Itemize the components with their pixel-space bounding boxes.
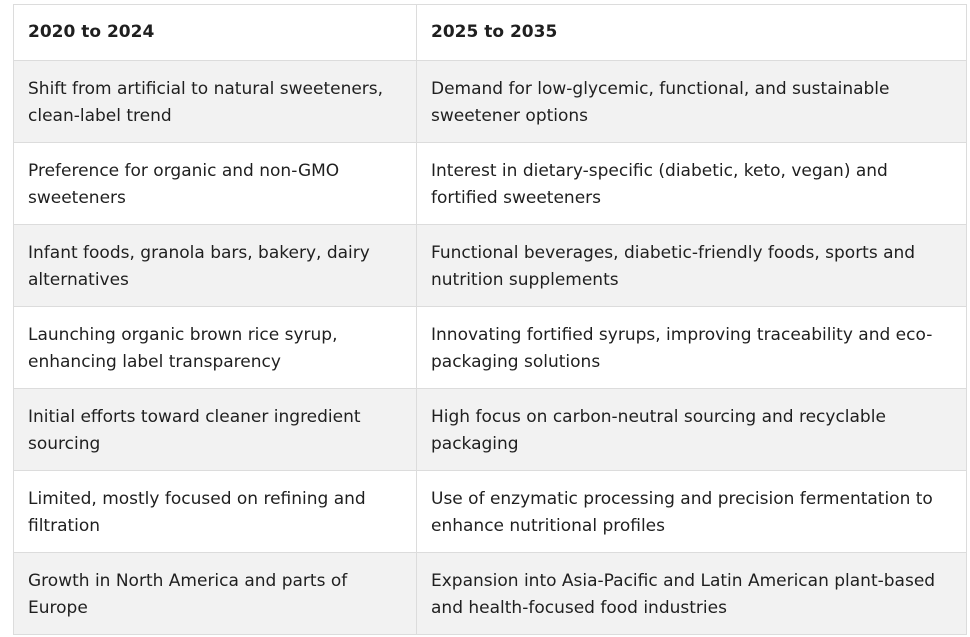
table-cell: Preference for organic and non-GMO sweet… (13, 142, 417, 225)
table-header-row: 2020 to 2024 2025 to 2035 (13, 4, 967, 61)
table-cell: Launching organic brown rice syrup, enha… (13, 306, 417, 389)
table-row: Infant foods, granola bars, bakery, dair… (13, 224, 967, 307)
header-period-2025-2035: 2025 to 2035 (416, 4, 967, 61)
header-period-2020-2024: 2020 to 2024 (13, 4, 417, 61)
comparison-table: 2020 to 2024 2025 to 2035 Shift from art… (13, 4, 967, 635)
table-cell: Innovating fortified syrups, improving t… (416, 306, 967, 389)
table-cell: Expansion into Asia-Pacific and Latin Am… (416, 552, 967, 635)
table-cell: Demand for low-glycemic, functional, and… (416, 60, 967, 143)
table-cell: Limited, mostly focused on refining and … (13, 470, 417, 553)
table-cell: Infant foods, granola bars, bakery, dair… (13, 224, 417, 307)
table-row: Initial efforts toward cleaner ingredien… (13, 388, 967, 471)
table-cell: Use of enzymatic processing and precisio… (416, 470, 967, 553)
table-row: Shift from artificial to natural sweeten… (13, 60, 967, 143)
table-cell: Shift from artificial to natural sweeten… (13, 60, 417, 143)
table-row: Preference for organic and non-GMO sweet… (13, 142, 967, 225)
table-cell: Interest in dietary-specific (diabetic, … (416, 142, 967, 225)
table-cell: Growth in North America and parts of Eur… (13, 552, 417, 635)
table-cell: Functional beverages, diabetic-friendly … (416, 224, 967, 307)
table-cell: Initial efforts toward cleaner ingredien… (13, 388, 417, 471)
table-row: Limited, mostly focused on refining and … (13, 470, 967, 553)
table-row: Launching organic brown rice syrup, enha… (13, 306, 967, 389)
table-row: Growth in North America and parts of Eur… (13, 552, 967, 635)
table-cell: High focus on carbon-neutral sourcing an… (416, 388, 967, 471)
